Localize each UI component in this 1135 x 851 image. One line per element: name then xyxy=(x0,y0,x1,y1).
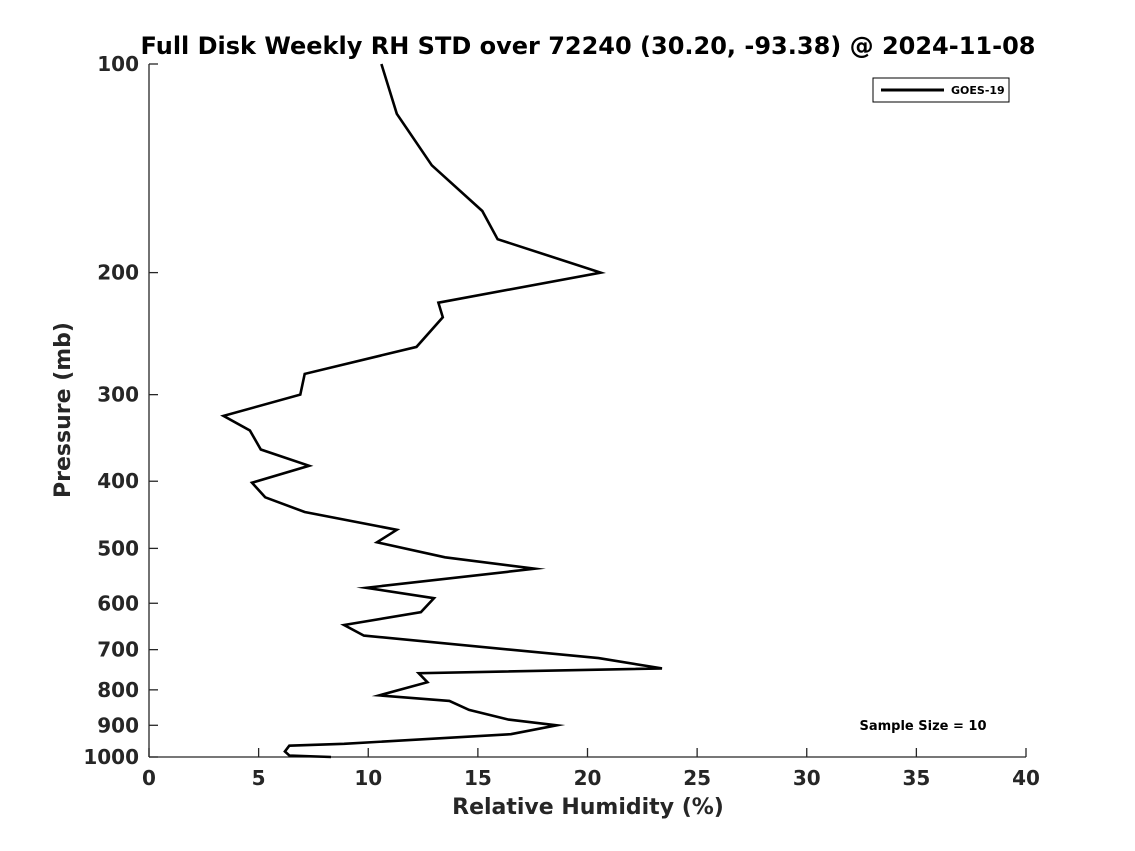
x-tick-label: 10 xyxy=(354,766,382,790)
series-line-goes-19 xyxy=(220,63,663,759)
x-tick-label: 15 xyxy=(464,766,492,790)
legend: GOES-19 xyxy=(872,77,1010,103)
y-tick-label: 800 xyxy=(97,678,139,702)
x-axis-ticks: 0 5 10 15 20 25 30 35 40 xyxy=(142,748,1040,790)
y-tick-label: 500 xyxy=(97,536,139,560)
y-tick-label: 700 xyxy=(97,638,139,662)
y-axis-label: Pressure (mb) xyxy=(51,322,76,498)
x-tick-label: 30 xyxy=(793,766,821,790)
y-tick-label: 900 xyxy=(97,713,139,737)
x-tick-label: 25 xyxy=(683,766,711,790)
x-tick-label: 5 xyxy=(252,766,266,790)
series-group xyxy=(220,63,663,759)
x-tick-label: 35 xyxy=(902,766,930,790)
x-tick-label: 0 xyxy=(142,766,156,790)
y-tick-label: 300 xyxy=(97,383,139,407)
legend-label-goes-19: GOES-19 xyxy=(951,84,1005,97)
y-axis-ticks: 100 200 300 400 500 600 700 800 900 1000 xyxy=(83,52,158,769)
x-tick-label: 40 xyxy=(1012,766,1040,790)
sample-size-annotation: Sample Size = 10 xyxy=(859,719,986,734)
y-tick-label: 400 xyxy=(97,469,139,493)
x-axis-label: Relative Humidity (%) xyxy=(452,795,724,820)
y-tick-label: 100 xyxy=(97,52,139,76)
chart-title: Full Disk Weekly RH STD over 72240 (30.2… xyxy=(141,32,1036,60)
y-tick-label: 1000 xyxy=(83,745,139,769)
y-tick-label: 200 xyxy=(97,261,139,285)
y-tick-label: 600 xyxy=(97,591,139,615)
x-tick-label: 20 xyxy=(574,766,602,790)
